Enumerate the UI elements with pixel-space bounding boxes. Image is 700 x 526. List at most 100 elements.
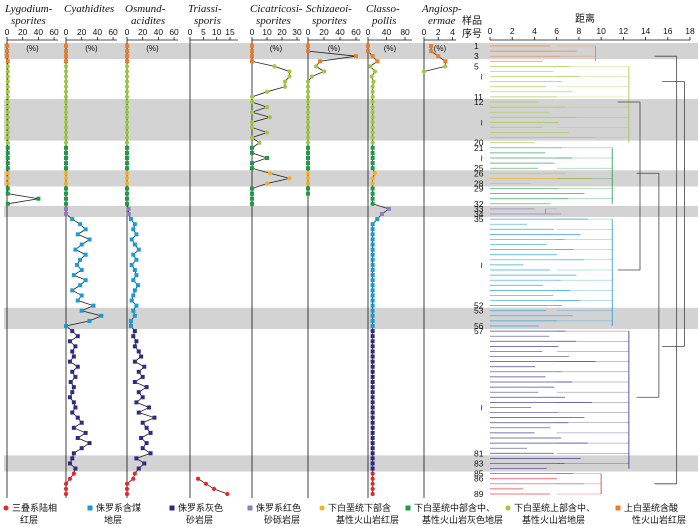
data-point <box>83 227 88 232</box>
legend-swatch <box>169 505 175 511</box>
data-point <box>126 212 131 216</box>
dendrogram-tick-label: 10 <box>596 26 606 36</box>
data-point <box>5 150 10 155</box>
data-point <box>67 359 72 364</box>
data-point <box>5 201 10 206</box>
data-point <box>287 69 292 74</box>
data-point <box>370 145 375 150</box>
data-point <box>305 176 311 181</box>
data-point <box>5 44 9 48</box>
data-point <box>132 222 137 227</box>
data-point <box>63 110 69 115</box>
data-point <box>124 64 130 69</box>
data-point <box>5 181 10 186</box>
data-point <box>370 344 375 349</box>
data-point <box>124 486 130 492</box>
data-point <box>370 415 375 420</box>
data-point <box>436 54 441 59</box>
legend-label-l1: 三叠系陆相 <box>12 502 57 514</box>
data-point <box>5 59 10 64</box>
percent-label: (%) <box>328 44 341 53</box>
data-point <box>375 217 380 222</box>
x-tick-label: 20 <box>277 27 287 37</box>
sample-number: 21 <box>474 143 484 153</box>
sample-number: 32 <box>474 199 484 209</box>
data-point <box>370 334 375 339</box>
data-point <box>63 171 69 176</box>
data-point <box>370 339 375 344</box>
data-point <box>429 44 434 48</box>
highlight-band <box>4 43 698 60</box>
data-point <box>124 130 130 135</box>
sample-gap-tilde: ≀ <box>480 260 483 270</box>
data-point <box>370 491 375 497</box>
data-point <box>64 201 68 206</box>
data-point <box>125 166 129 171</box>
data-point <box>370 161 375 166</box>
legend-label-l1: 侏罗系含煤 <box>96 502 141 514</box>
data-point <box>370 84 375 89</box>
data-point <box>73 344 78 349</box>
data-point <box>63 104 69 110</box>
data-point <box>249 120 255 125</box>
column-title-l1: Lygodium- <box>4 3 53 15</box>
data-point <box>366 44 370 48</box>
data-point <box>136 369 141 374</box>
sample-number: 52 <box>474 301 484 311</box>
data-point <box>75 415 80 420</box>
data-point <box>225 491 230 497</box>
x-tick-label: 15 <box>225 27 235 37</box>
data-point <box>371 79 376 84</box>
legend-label-l2: 砂岩层 <box>186 514 213 526</box>
data-point <box>379 212 384 216</box>
data-point <box>64 54 68 59</box>
data-point <box>73 466 78 471</box>
data-point <box>5 125 10 130</box>
data-point <box>195 476 201 481</box>
data-point <box>132 313 137 318</box>
data-point <box>128 318 133 323</box>
data-point <box>5 161 10 166</box>
data-point <box>305 171 311 176</box>
data-point <box>250 54 254 59</box>
data-point <box>144 441 149 446</box>
data-point <box>370 278 375 283</box>
x-tick-label: 20 <box>319 27 329 37</box>
data-point <box>305 125 311 130</box>
x-tick-label: 20 <box>18 27 28 37</box>
x-tick-label: 40 <box>93 27 103 37</box>
data-point <box>79 420 84 425</box>
sample-number: 1 <box>474 41 479 51</box>
data-point <box>131 252 136 257</box>
data-point <box>282 79 288 84</box>
data-point <box>134 456 139 461</box>
data-point <box>71 354 76 359</box>
data-point <box>305 181 311 186</box>
x-tick-label: 40 <box>34 27 44 37</box>
data-point <box>5 49 9 54</box>
data-point <box>142 461 147 466</box>
data-point <box>63 89 69 94</box>
data-point <box>70 390 75 395</box>
column-title-l2: sporis <box>194 15 221 27</box>
data-point <box>75 364 80 369</box>
data-point <box>135 283 140 288</box>
data-point <box>131 308 136 313</box>
data-point <box>71 400 76 405</box>
legend-label-l2: 基性火山岩地层 <box>522 514 585 526</box>
column-2: Cyathidites 0 20 40 60 (%) <box>64 3 118 498</box>
x-tick-label: 40 <box>382 27 392 37</box>
dendrogram-tick-label: 16 <box>663 26 673 36</box>
dendrogram-tick-label: 14 <box>641 26 651 36</box>
data-point <box>75 436 80 440</box>
data-point <box>124 481 130 486</box>
sample-number-axis: 样品序号135111220212526282932333435525356578… <box>462 14 484 499</box>
data-point <box>370 176 375 181</box>
dendrogram-tick-label: 18 <box>685 26 695 36</box>
data-point <box>264 181 270 186</box>
data-point <box>370 181 375 186</box>
data-point <box>70 456 75 461</box>
x-tick-label: 0 <box>422 27 427 37</box>
